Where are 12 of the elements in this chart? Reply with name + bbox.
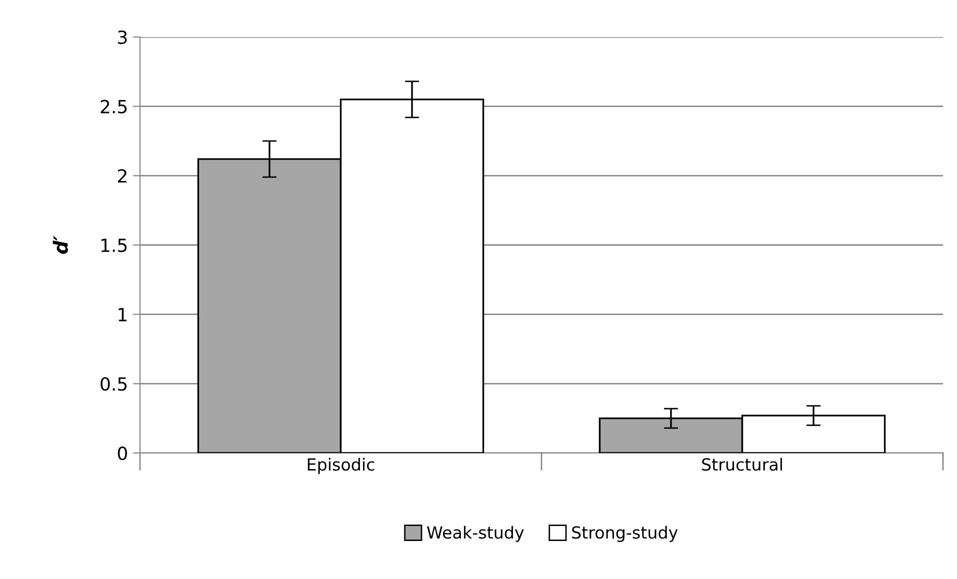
y-tick-label: 0: [118, 446, 127, 460]
y-tick-label: 2: [118, 169, 126, 183]
legend-label: Strong-study: [572, 526, 678, 542]
y-tick-label: 0.5: [100, 377, 127, 391]
legend-label: Weak-study: [427, 526, 524, 542]
y-tick-label: 1: [118, 308, 127, 322]
y-tick-label: 1.5: [101, 238, 127, 252]
x-tick-label: Episodic: [308, 458, 374, 474]
y-axis-title: d′: [52, 236, 68, 254]
y-tick-label: 2.5: [100, 100, 127, 114]
y-tick-label: 3: [118, 30, 127, 44]
x-tick-label: Structural: [702, 458, 782, 471]
